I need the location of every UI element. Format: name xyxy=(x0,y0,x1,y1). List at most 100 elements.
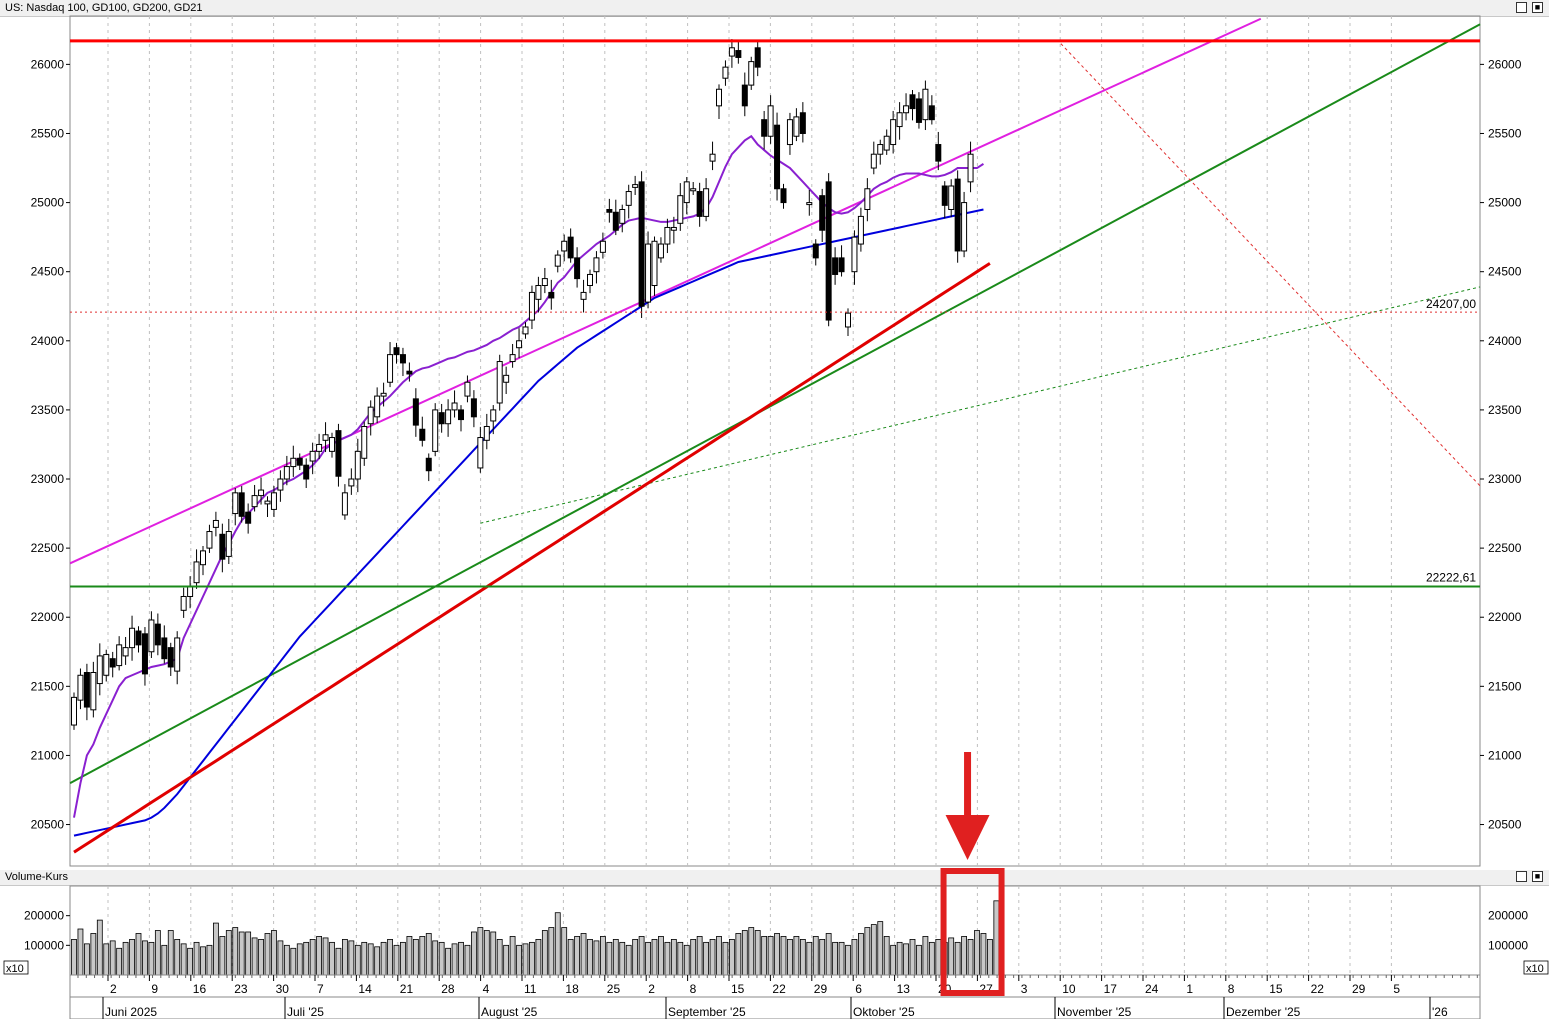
candle-body xyxy=(567,236,574,259)
volume-bar xyxy=(825,933,832,976)
candle-body xyxy=(425,457,432,472)
candle-body xyxy=(174,637,181,672)
volume-bar xyxy=(148,941,155,976)
candle-body xyxy=(728,47,735,57)
candle-body xyxy=(554,254,561,267)
volume-bar xyxy=(754,930,761,976)
volume-bar xyxy=(412,939,419,976)
candle-body xyxy=(116,644,123,667)
x-day-label: 7 xyxy=(317,982,324,996)
candle-body xyxy=(458,409,464,421)
x-day-label: 15 xyxy=(731,982,745,996)
volume-bar xyxy=(851,939,858,976)
candle-body xyxy=(516,340,523,349)
candle-body xyxy=(677,195,684,224)
candle-body xyxy=(948,185,955,210)
candle-body xyxy=(761,119,768,137)
candle-body xyxy=(806,202,813,206)
volume-vgrid xyxy=(107,886,1392,975)
price-y-label-left: 22500 xyxy=(31,541,65,555)
candle-body xyxy=(251,495,258,508)
volume-unit-box-right xyxy=(1523,960,1549,975)
candle-body xyxy=(857,215,864,245)
volume-bar xyxy=(322,937,329,976)
candle-body xyxy=(367,406,374,425)
price-vgrid xyxy=(107,16,1392,866)
volume-bar xyxy=(425,933,432,976)
volume-bar xyxy=(793,936,800,976)
volume-bar xyxy=(729,939,735,976)
candle-body xyxy=(587,273,593,287)
candle-body xyxy=(561,240,568,252)
volume-bar xyxy=(612,939,619,976)
x-day-label: 15 xyxy=(1269,982,1283,996)
volume-panel-title: Volume-Kurs xyxy=(5,871,68,883)
candle-body xyxy=(464,381,471,397)
candle-body xyxy=(754,47,761,68)
volume-bar xyxy=(303,941,310,976)
volume-bar xyxy=(458,941,464,976)
volume-bar xyxy=(142,940,148,976)
volume-bar xyxy=(954,941,961,976)
volume-bar xyxy=(799,939,806,976)
candle-body xyxy=(490,409,497,422)
price-y-label-left: 23000 xyxy=(31,472,65,486)
volume-bar xyxy=(445,947,452,976)
volume-bar xyxy=(483,930,490,976)
volume-bar xyxy=(129,939,135,976)
volume-bar xyxy=(922,936,929,976)
volume-bar xyxy=(625,944,632,976)
candle-body xyxy=(696,191,703,217)
volume-y-label-right: 200000 xyxy=(1488,909,1528,923)
candle-body xyxy=(232,492,239,515)
candle-body xyxy=(296,457,303,466)
x-day-label: 29 xyxy=(1352,982,1366,996)
volume-bar xyxy=(658,936,664,976)
volume-bar xyxy=(741,930,748,976)
volume-y-label-left: 100000 xyxy=(24,938,64,952)
x-month-label: November '25 xyxy=(1057,1005,1132,1019)
candle-body xyxy=(496,361,503,404)
x-day-label: 8 xyxy=(690,982,697,996)
candle-body xyxy=(890,119,897,146)
minimize-icon[interactable] xyxy=(1516,2,1527,13)
price-y-label-left: 23500 xyxy=(31,403,65,417)
x-day-label: 14 xyxy=(358,982,372,996)
maximize-icon[interactable]: ■ xyxy=(1532,2,1543,13)
candle-body xyxy=(774,124,781,190)
x-month-label: Oktober '25 xyxy=(853,1005,915,1019)
volume-y-label-left: 200000 xyxy=(24,909,64,923)
volume-bar xyxy=(400,941,406,976)
candle-body xyxy=(406,370,413,375)
candle-body xyxy=(851,236,858,273)
volume-bar xyxy=(735,933,742,976)
volume-bar xyxy=(387,939,393,976)
candle-body xyxy=(690,188,697,192)
candle-body xyxy=(187,586,194,597)
candle-body xyxy=(503,374,510,383)
volume-minimize-icon[interactable] xyxy=(1516,871,1527,882)
volume-bar xyxy=(367,943,374,976)
candle-body xyxy=(599,240,606,253)
candle-body xyxy=(825,181,832,321)
candle-body xyxy=(432,409,439,452)
volume-bar xyxy=(864,927,871,976)
volume-bar xyxy=(116,947,123,976)
candle-body xyxy=(322,434,329,441)
candle-body xyxy=(509,354,516,363)
price-y-label-left: 21000 xyxy=(31,748,65,762)
x-day-label: 10 xyxy=(1062,982,1076,996)
price-plot-frame xyxy=(69,15,1481,867)
candle-body xyxy=(470,398,477,418)
candle-body xyxy=(399,354,406,364)
volume-bar xyxy=(870,924,877,976)
volume-unit-box-left xyxy=(3,960,29,975)
volume-maximize-icon[interactable]: ■ xyxy=(1532,871,1543,882)
highlight-box xyxy=(940,868,1005,996)
volume-bar xyxy=(832,941,838,976)
candle-body xyxy=(864,188,871,210)
downtrend-dotted xyxy=(1060,43,1481,487)
volume-bar xyxy=(683,944,690,976)
candle-body xyxy=(167,647,174,668)
